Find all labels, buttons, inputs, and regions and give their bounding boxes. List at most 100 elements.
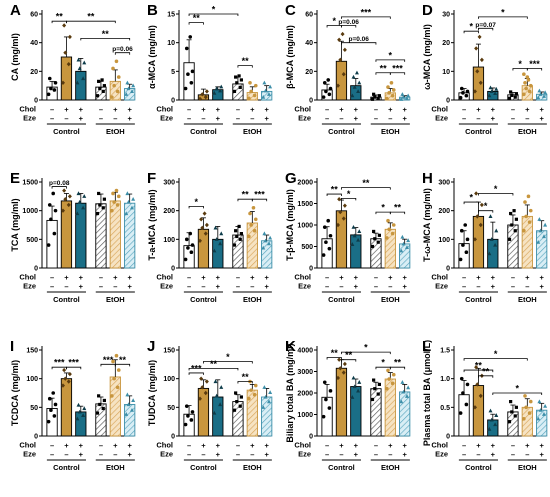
- data-point: [114, 59, 119, 64]
- y-tick-label: 0: [309, 98, 313, 105]
- data-point: [131, 197, 136, 201]
- eze-sign: +: [491, 450, 496, 459]
- bar: [335, 60, 348, 101]
- y-tick-label: 0.5: [440, 405, 450, 412]
- data-point: [536, 416, 541, 421]
- data-point: [487, 251, 492, 256]
- y-tick-label: 1000: [297, 223, 313, 230]
- data-point: [77, 409, 82, 414]
- data-point: [261, 245, 266, 250]
- data-point: [186, 72, 190, 76]
- significance-label: p=0.07: [475, 22, 496, 29]
- data-point: [373, 387, 377, 391]
- data-point: [234, 229, 238, 233]
- data-point: [370, 97, 375, 101]
- eze-sign: +: [402, 282, 407, 291]
- bar: [197, 387, 210, 437]
- data-point: [390, 231, 395, 236]
- bar: [370, 388, 382, 437]
- y-tick-label: 50: [30, 405, 38, 412]
- data-point: [461, 243, 465, 247]
- data-point: [263, 88, 268, 93]
- data-point: [188, 35, 193, 39]
- data-point: [525, 75, 530, 79]
- data-point: [248, 81, 252, 85]
- data-point: [474, 191, 479, 196]
- eze-row-label: Eze: [298, 450, 311, 459]
- data-point: [494, 413, 499, 417]
- data-point: [475, 214, 480, 219]
- y-tick-label: 1.0: [440, 376, 450, 383]
- data-point: [262, 385, 267, 389]
- y-tick-label: 150: [26, 348, 38, 355]
- eze-sign: –: [325, 282, 329, 291]
- panel-letter: A: [10, 2, 21, 19]
- y-axis-label: T-β-MCA (mg/ml): [285, 189, 295, 261]
- data-point: [458, 95, 463, 100]
- data-point: [464, 93, 469, 98]
- data-point: [536, 95, 541, 100]
- eze-sign: –: [250, 282, 254, 291]
- data-point: [327, 246, 332, 251]
- significance-bracket: [326, 357, 342, 360]
- y-axis-label: TUDCA (mg/ml): [147, 360, 157, 426]
- data-point: [322, 380, 327, 385]
- data-point: [459, 86, 464, 91]
- eze-row-label: Eze: [160, 282, 173, 291]
- chol-sign: +: [525, 105, 530, 114]
- chol-sign: –: [236, 105, 240, 114]
- data-point: [189, 418, 194, 422]
- data-point: [350, 242, 355, 246]
- data-point: [111, 66, 115, 71]
- data-point: [66, 379, 71, 384]
- data-point: [110, 208, 114, 213]
- data-point: [219, 231, 224, 236]
- data-point: [401, 94, 406, 99]
- data-point: [203, 231, 208, 236]
- data-point: [340, 31, 345, 37]
- y-axis-label: ω-MCA (mg/ml): [422, 24, 432, 90]
- eze-sign: +: [127, 282, 132, 291]
- data-point: [327, 406, 332, 410]
- data-point: [129, 408, 134, 412]
- bar: [212, 396, 224, 437]
- data-point: [213, 225, 218, 230]
- data-point: [188, 231, 193, 236]
- data-point: [76, 191, 81, 196]
- chol-sign: +: [201, 441, 206, 450]
- data-point: [465, 89, 470, 94]
- bar: [212, 238, 224, 269]
- data-point: [112, 200, 116, 204]
- y-tick-label: 100: [163, 376, 175, 383]
- data-point: [82, 406, 87, 411]
- chol-sign: +: [250, 105, 255, 114]
- data-point: [235, 234, 239, 239]
- chol-sign: –: [99, 273, 103, 282]
- data-point: [263, 238, 268, 243]
- data-point: [75, 80, 80, 85]
- data-point: [400, 380, 405, 384]
- data-point: [184, 46, 189, 51]
- data-point: [376, 240, 380, 244]
- significance-label: *: [469, 193, 473, 203]
- data-point: [212, 90, 217, 95]
- data-point: [95, 94, 100, 98]
- chol-sign: +: [79, 273, 84, 282]
- data-point: [82, 194, 87, 198]
- group-label-etoh: EtOH: [518, 463, 537, 472]
- chol-sign: +: [79, 441, 84, 450]
- data-point: [98, 402, 102, 407]
- data-point: [399, 97, 404, 101]
- eze-sign: –: [462, 450, 466, 459]
- chol-sign: –: [374, 105, 378, 114]
- chol-sign: +: [264, 105, 269, 114]
- bar: [399, 243, 411, 269]
- data-point: [76, 57, 81, 62]
- chol-row-label: Chol: [19, 105, 36, 114]
- y-tick-label: 2000: [297, 391, 313, 398]
- eze-sign: +: [402, 450, 407, 459]
- significance-bracket: [114, 52, 131, 55]
